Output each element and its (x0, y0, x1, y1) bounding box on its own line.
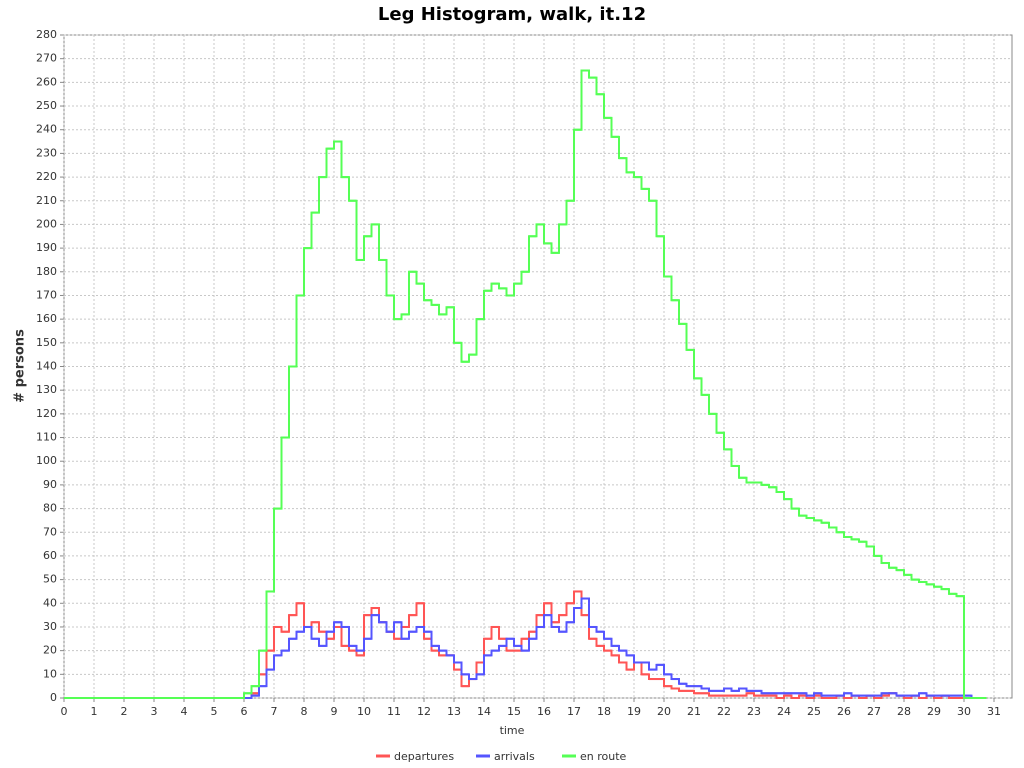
x-tick-label: 1 (91, 705, 98, 718)
x-tick-label: 11 (387, 705, 401, 718)
y-tick-label: 210 (36, 194, 57, 207)
x-tick-label: 29 (927, 705, 941, 718)
series (64, 69, 987, 699)
x-tick-label: 15 (507, 705, 521, 718)
y-tick-label: 270 (36, 52, 57, 65)
y-tick-label: 260 (36, 75, 57, 88)
y-tick-label: 130 (36, 383, 57, 396)
x-tick-label: 14 (477, 705, 491, 718)
x-tick-label: 12 (417, 705, 431, 718)
legend-label: arrivals (494, 750, 535, 763)
x-tick-label: 23 (747, 705, 761, 718)
x-tick-label: 17 (567, 705, 581, 718)
y-tick-label: 10 (43, 667, 57, 680)
legend-label: departures (394, 750, 454, 763)
x-tick-label: 24 (777, 705, 791, 718)
y-tick-label: 190 (36, 241, 57, 254)
x-tick-label: 27 (867, 705, 881, 718)
x-tick-label: 28 (897, 705, 911, 718)
x-tick-label: 13 (447, 705, 461, 718)
x-tick-label: 25 (807, 705, 821, 718)
x-tick-label: 31 (987, 705, 1001, 718)
y-tick-label: 150 (36, 336, 57, 349)
x-tick-label: 10 (357, 705, 371, 718)
x-tick-label: 3 (151, 705, 158, 718)
x-tick-label: 0 (61, 705, 68, 718)
x-tick-label: 6 (241, 705, 248, 718)
y-tick-label: 60 (43, 549, 57, 562)
x-tick-label: 8 (301, 705, 308, 718)
y-tick-label: 50 (43, 573, 57, 586)
chart-title: Leg Histogram, walk, it.12 (378, 4, 646, 25)
y-axis-label: # persons (13, 329, 28, 403)
x-tick-label: 30 (957, 705, 971, 718)
y-tick-label: 280 (36, 28, 57, 41)
y-tick-label: 200 (36, 217, 57, 230)
x-tick-label: 18 (597, 705, 611, 718)
legend-label: en route (580, 750, 627, 763)
y-tick-label: 120 (36, 407, 57, 420)
y-tick-label: 30 (43, 620, 57, 633)
y-tick-label: 20 (43, 644, 57, 657)
x-tick-label: 9 (331, 705, 338, 718)
y-tick-label: 70 (43, 525, 57, 538)
x-tick-label: 21 (687, 705, 701, 718)
x-tick-label: 5 (211, 705, 218, 718)
x-tick-label: 4 (181, 705, 188, 718)
y-tick-label: 160 (36, 312, 57, 325)
x-tick-label: 16 (537, 705, 551, 718)
y-tick-label: 90 (43, 478, 57, 491)
y-tick-label: 220 (36, 170, 57, 183)
y-tick-label: 40 (43, 596, 57, 609)
x-tick-label: 2 (121, 705, 128, 718)
x-tick-label: 20 (657, 705, 671, 718)
y-tick-label: 140 (36, 360, 57, 373)
x-tick-label: 22 (717, 705, 731, 718)
y-tick-label: 110 (36, 431, 57, 444)
x-tick-label: 19 (627, 705, 641, 718)
y-tick-label: 230 (36, 146, 57, 159)
x-axis-label: time (500, 724, 525, 737)
y-tick-label: 250 (36, 99, 57, 112)
step-riser (64, 69, 987, 699)
y-tick-label: 240 (36, 123, 57, 136)
y-tick-label: 80 (43, 502, 57, 515)
x-tick-label: 26 (837, 705, 851, 718)
y-tick-label: 100 (36, 454, 57, 467)
y-tick-label: 0 (50, 691, 57, 704)
y-tick-label: 170 (36, 288, 57, 301)
y-tick-label: 180 (36, 265, 57, 278)
x-tick-label: 7 (271, 705, 278, 718)
step-riser (64, 597, 987, 699)
